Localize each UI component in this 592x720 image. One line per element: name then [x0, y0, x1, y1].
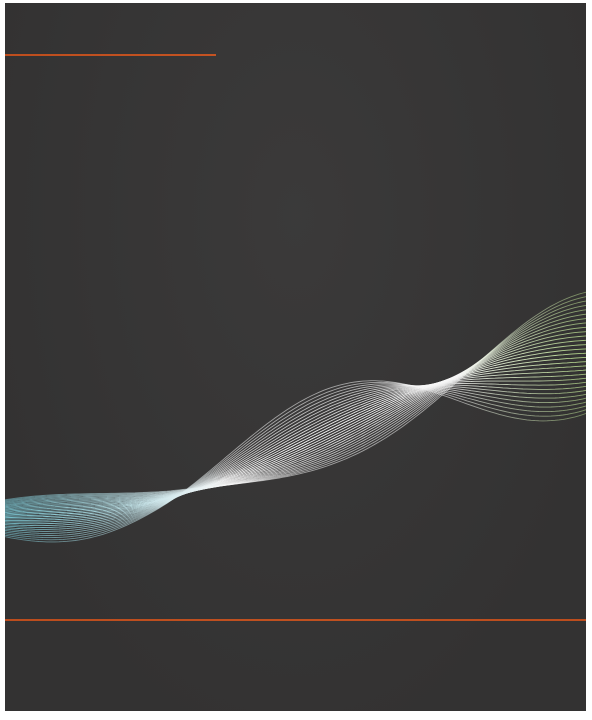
- wave-line: [5, 322, 586, 508]
- wave-line: [5, 369, 586, 521]
- wave-line: [5, 377, 586, 525]
- wave-line: [5, 380, 586, 543]
- wave-line: [5, 373, 586, 523]
- wave-lines-group: [5, 291, 586, 543]
- wave-line: [5, 365, 586, 520]
- wave-line: [5, 384, 586, 536]
- wave-line: [5, 335, 586, 511]
- top-accent-rule: [5, 54, 216, 56]
- wave-line: [5, 339, 586, 512]
- wave-line: [5, 385, 586, 532]
- wave-line: [5, 352, 586, 516]
- wave-line: [5, 383, 586, 539]
- wave-line: [5, 331, 586, 510]
- wave-line: [5, 326, 586, 509]
- wave-line: [5, 361, 586, 519]
- wave-line: [5, 296, 586, 502]
- wave-line: [5, 356, 586, 517]
- page-bottom-margin: [5, 711, 586, 720]
- wave-ribbon-graphic: [5, 291, 586, 543]
- wave-line: [5, 384, 586, 528]
- wave-line: [5, 313, 586, 506]
- wave-line: [5, 304, 586, 504]
- wave-line: [5, 309, 586, 505]
- wave-line: [5, 385, 586, 530]
- wave-line: [5, 344, 586, 514]
- wave-line: [5, 318, 586, 507]
- wave-line: [5, 348, 586, 515]
- wave-line: [5, 381, 586, 527]
- wave-line: [5, 385, 586, 534]
- wave-line: [5, 291, 586, 501]
- wave-line: [5, 300, 586, 503]
- poster-artwork: [5, 3, 586, 711]
- bottom-accent-rule: [5, 619, 586, 621]
- wave-line: [5, 381, 586, 541]
